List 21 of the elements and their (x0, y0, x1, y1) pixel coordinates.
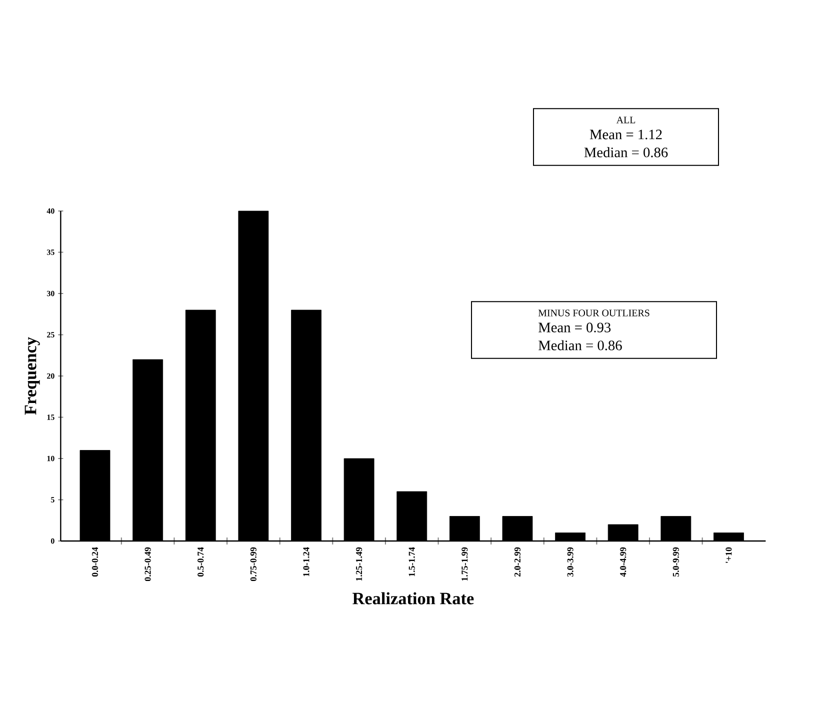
annotation: Mean = 0.93 (538, 322, 611, 332)
x-axis-title: Realization Rate (352, 592, 474, 604)
x-tick-label: 0.0-0.24 (92, 547, 98, 577)
x-tick-label: 0.5-0.74 (198, 547, 204, 577)
text: Median = 0.86 (584, 147, 668, 158)
x-tick-label: 1.25-1.49 (356, 547, 362, 581)
x-tick-label: 4.0-4.99 (620, 547, 626, 577)
x-tick-label: 0.25-0.49 (144, 547, 151, 582)
x-tick-label: 3.0-3.99 (567, 547, 574, 577)
text: Mean = 1.12 (590, 130, 662, 140)
x-tick-label: 0.75-0.99 (250, 547, 256, 582)
x-tick-label: 5.0-9.99 (672, 547, 679, 577)
y-axis-title: Frequency (24, 337, 40, 415)
x-tick-label: 2.0-2.99 (514, 547, 521, 577)
x-tick-label: 1.5-1.74 (408, 547, 415, 576)
annotation: MINUS FOUR OUTLIERS (538, 310, 650, 316)
x-tick-label: 1.0-1.24 (303, 547, 310, 576)
annotation: Median = 0.86 (538, 340, 622, 350)
x-tick-label: 1.75-1.99 (462, 547, 468, 581)
x-tick-label: '+10 (726, 547, 732, 563)
text: ALL (616, 116, 636, 124)
